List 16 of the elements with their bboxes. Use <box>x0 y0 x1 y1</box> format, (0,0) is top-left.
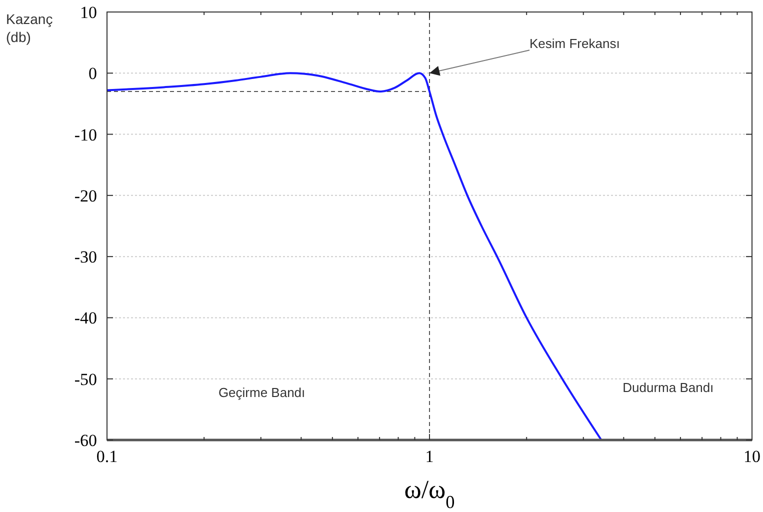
y-tick-label: -60 <box>74 431 97 450</box>
y-tick-label: 10 <box>80 3 97 22</box>
annotation: Kesim Frekansı <box>530 36 620 52</box>
y-tick-label: -30 <box>74 248 97 267</box>
y-tick-label: -10 <box>74 125 97 144</box>
x-axis-title: ω/ω$_{0}$ <box>404 475 455 512</box>
x-tick-label: 1 <box>425 447 434 466</box>
y-tick-label: 0 <box>88 64 97 84</box>
y-tick-label: -40 <box>74 308 97 328</box>
annotation: Dudurma Bandı <box>622 380 714 396</box>
annotation: Geçirme Bandı <box>218 385 306 400</box>
x-tick-label: 10 <box>744 447 760 466</box>
y-axis-title: Kazanç (db) <box>6 11 53 45</box>
x-tick-label: 0.1 <box>96 447 118 466</box>
y-tick-label: -20 <box>74 186 97 206</box>
y-tick-label: -50 <box>74 370 97 389</box>
